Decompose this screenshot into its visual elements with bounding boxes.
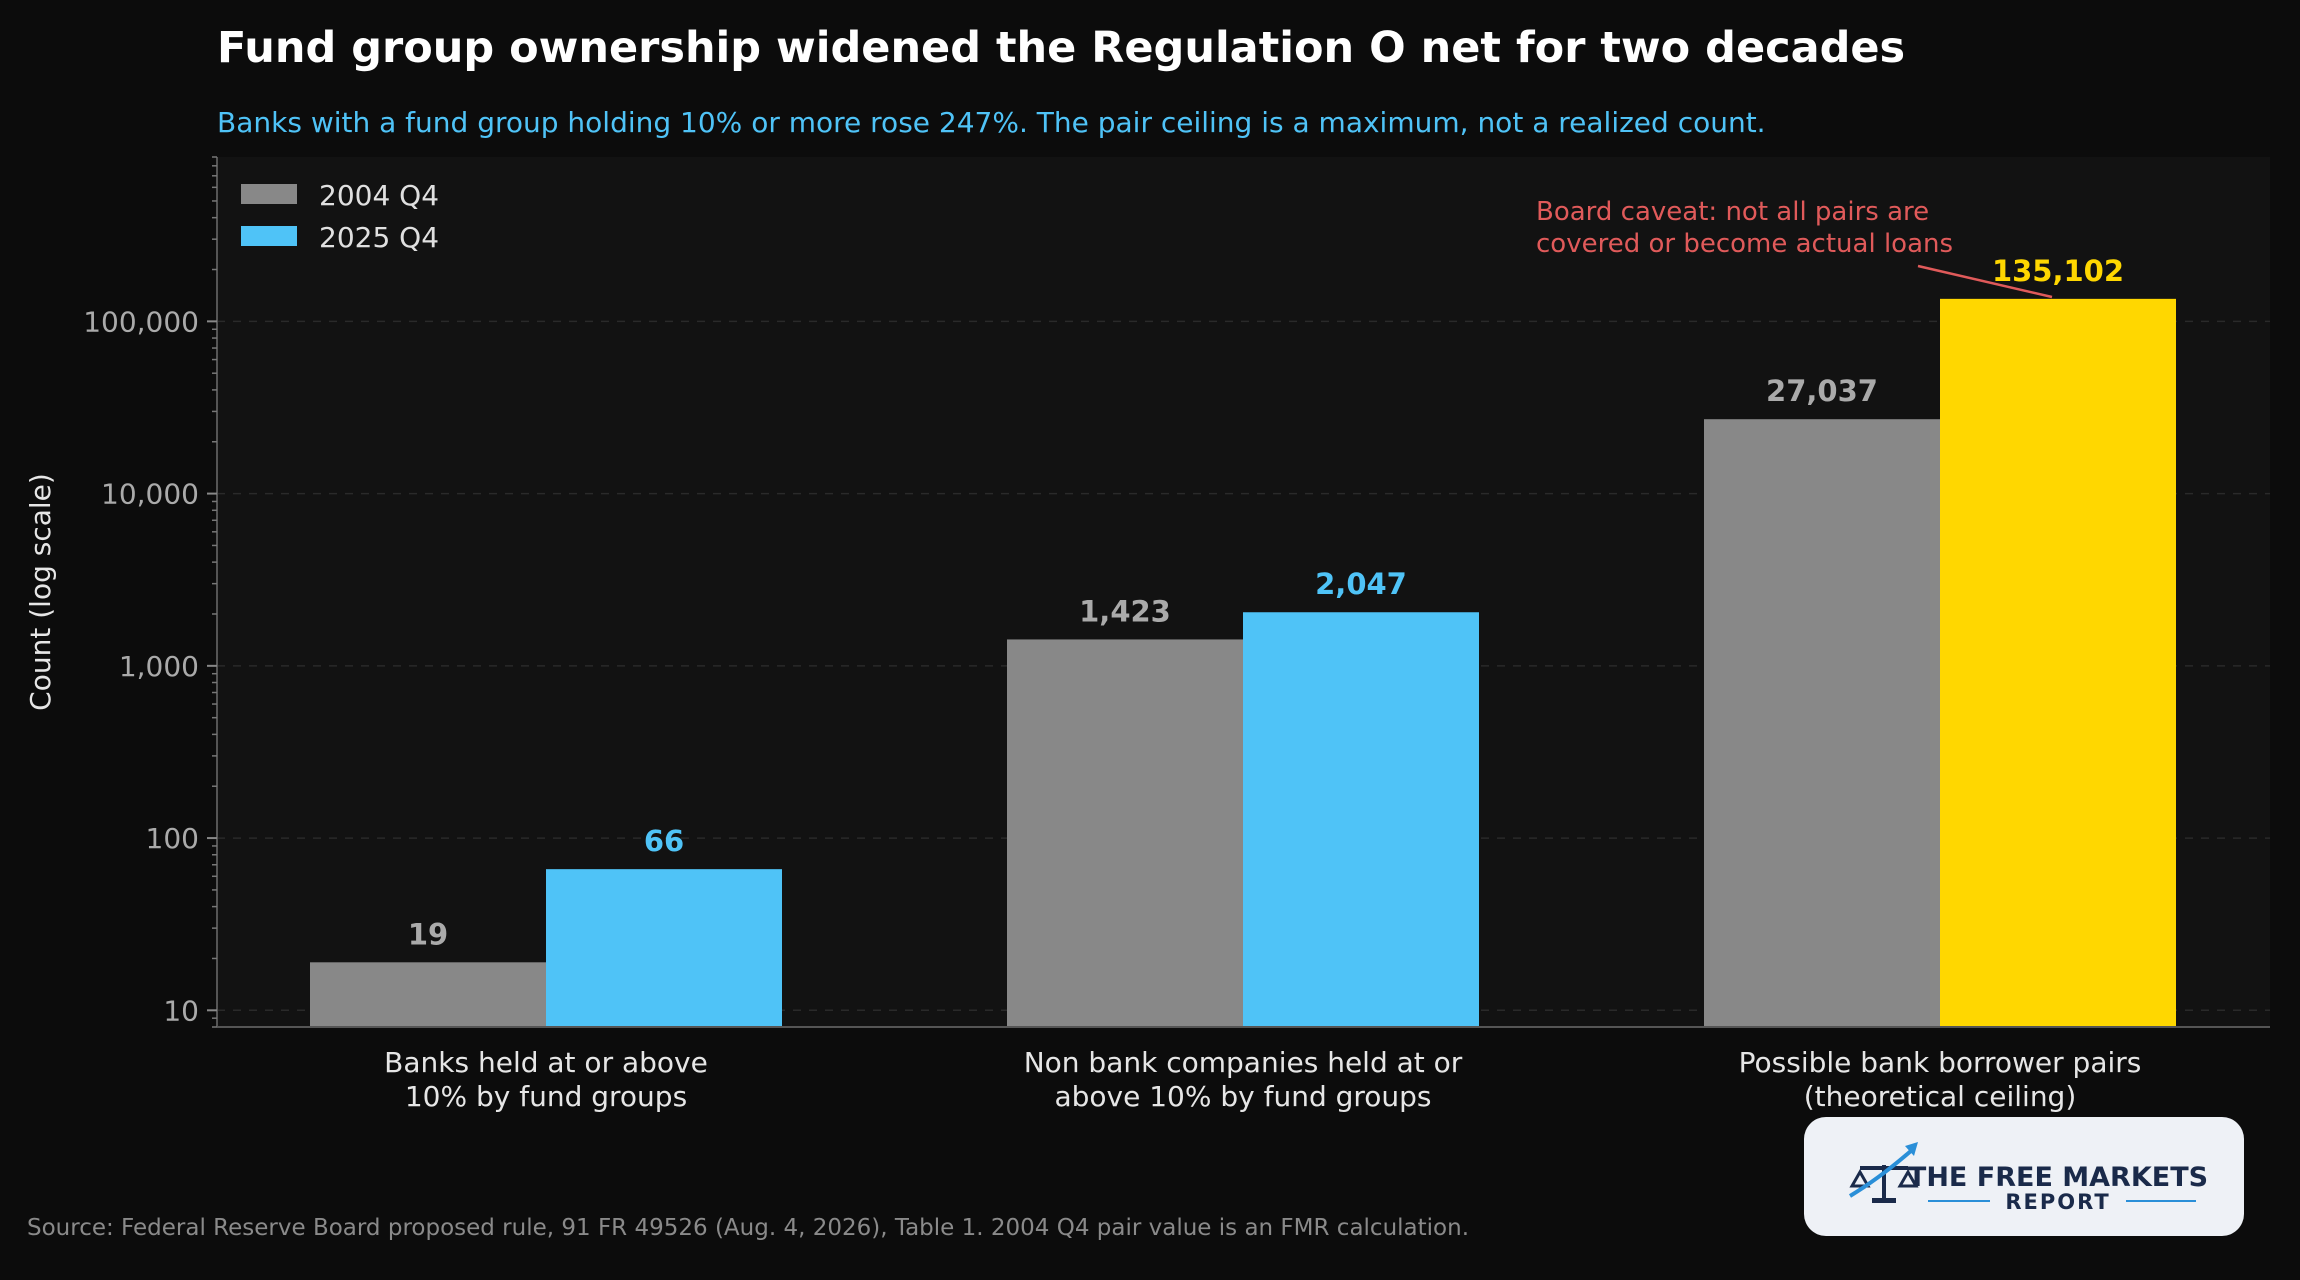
- annotation-line-1: Board caveat: not all pairs are: [1536, 197, 1929, 227]
- legend: 2004 Q4 2025 Q4: [241, 179, 439, 254]
- bar-2025-q4: [1243, 612, 1479, 1027]
- bars: [310, 298, 2176, 1028]
- source-note: Source: Federal Reserve Board proposed r…: [27, 1215, 1469, 1241]
- x-category-label: (theoretical ceiling): [1804, 1080, 2077, 1113]
- bar-2025-q4: [1940, 298, 2176, 1028]
- data-label: 1,423: [1079, 594, 1171, 628]
- bar-2025-q4: [546, 869, 782, 1027]
- x-category-label: above 10% by fund groups: [1054, 1080, 1431, 1113]
- x-category-label: 10% by fund groups: [405, 1080, 687, 1113]
- bar-2004-q4: [1007, 639, 1243, 1027]
- scales-icon: [1848, 1142, 1919, 1203]
- chart-title: Fund group ownership widened the Regulat…: [217, 23, 1905, 73]
- annotation-arrow: [1917, 264, 2053, 299]
- axes: 10 100 1,000 10,000 100,000: [83, 156, 2270, 1028]
- bar-2004-q4: [1704, 419, 1940, 1027]
- legend-label-2004: 2004 Q4: [319, 179, 439, 212]
- data-label: 19: [408, 917, 448, 951]
- y-axis-label: Count (log scale): [24, 473, 57, 711]
- y-tick-label: 100: [146, 822, 199, 855]
- chart-subtitle: Banks with a fund group holding 10% or m…: [217, 106, 1766, 139]
- y-tick-label: 10,000: [101, 478, 199, 511]
- legend-swatch-2025: [241, 226, 297, 246]
- data-label: 66: [644, 824, 684, 858]
- logo-line-2: REPORT: [2005, 1190, 2110, 1214]
- x-category-label: Possible bank borrower pairs: [1739, 1046, 2142, 1079]
- legend-label-2025: 2025 Q4: [319, 221, 439, 254]
- x-category-label: Non bank companies held at or: [1024, 1046, 1463, 1079]
- logo-line-1: THE FREE MARKETS: [1908, 1162, 2208, 1193]
- y-tick-label: 10: [163, 994, 199, 1027]
- y-tick-label: 100,000: [83, 305, 199, 338]
- bar-2004-q4: [310, 962, 546, 1027]
- y-tick-label: 1,000: [119, 650, 199, 683]
- legend-swatch-2004: [241, 184, 297, 204]
- data-label: 135,102: [1992, 254, 2124, 288]
- data-label: 2,047: [1315, 567, 1407, 601]
- brand-logo: THE FREE MARKETS REPORT: [1804, 1117, 2244, 1236]
- annotation-line-2: covered or become actual loans: [1536, 229, 1953, 259]
- data-label: 27,037: [1766, 374, 1878, 408]
- board-caveat-annotation: Board caveat: not all pairs are covered …: [1536, 197, 2053, 299]
- x-category-label: Banks held at or above: [384, 1046, 708, 1079]
